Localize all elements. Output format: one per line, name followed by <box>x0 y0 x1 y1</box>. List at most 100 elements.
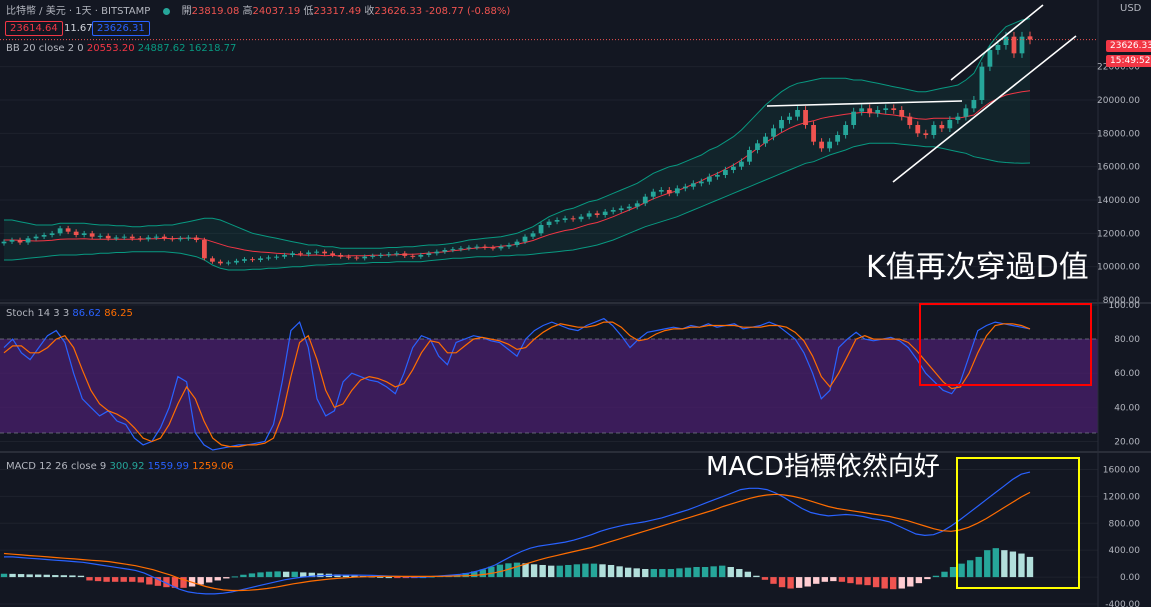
macd-histogram-bar[interactable] <box>274 571 281 578</box>
candle[interactable] <box>370 255 376 257</box>
macd-histogram-bar[interactable] <box>505 563 512 578</box>
candle[interactable] <box>193 237 199 241</box>
ask-price-button[interactable]: 23626.31 <box>92 21 150 36</box>
candle[interactable] <box>715 175 720 177</box>
candle[interactable] <box>1003 36 1009 45</box>
candle[interactable] <box>739 161 744 167</box>
macd-histogram-bar[interactable] <box>69 575 76 578</box>
macd-histogram-bar[interactable] <box>727 567 734 578</box>
macd-histogram-bar[interactable] <box>633 568 640 578</box>
macd-histogram-bar[interactable] <box>163 577 170 588</box>
candle[interactable] <box>731 166 736 170</box>
macd-histogram-bar[interactable] <box>137 577 144 583</box>
candle[interactable] <box>578 216 584 220</box>
candle[interactable] <box>650 191 656 197</box>
macd-histogram-bar[interactable] <box>308 572 315 578</box>
candle[interactable] <box>602 211 608 215</box>
candle[interactable] <box>995 45 1001 50</box>
candle[interactable] <box>506 245 512 247</box>
macd-histogram-bar[interactable] <box>60 575 68 578</box>
candle[interactable] <box>474 246 480 248</box>
candle[interactable] <box>274 256 279 258</box>
candle[interactable] <box>546 221 552 225</box>
macd-histogram-bar[interactable] <box>838 577 846 582</box>
candle[interactable] <box>538 225 544 234</box>
macd-histogram-bar[interactable] <box>573 564 581 578</box>
macd-histogram-bar[interactable] <box>924 577 931 580</box>
macd-histogram-bar[interactable] <box>565 564 572 578</box>
macd-histogram-bar[interactable] <box>719 565 726 578</box>
macd-histogram-bar[interactable] <box>111 577 119 582</box>
bid-price-button[interactable]: 23614.64 <box>5 21 63 36</box>
candle[interactable] <box>234 260 239 263</box>
macd-histogram-bar[interactable] <box>197 577 204 585</box>
candle[interactable] <box>723 170 728 175</box>
macd-pane[interactable] <box>0 471 1034 595</box>
candle[interactable] <box>835 135 841 142</box>
macd-histogram-bar[interactable] <box>17 574 25 578</box>
candle[interactable] <box>867 108 873 114</box>
macd-histogram-bar[interactable] <box>1009 551 1017 578</box>
macd-histogram-bar[interactable] <box>778 577 786 588</box>
macd-histogram-bar[interactable] <box>736 569 743 578</box>
macd-histogram-bar[interactable] <box>872 577 880 588</box>
macd-histogram-bar[interactable] <box>915 577 923 584</box>
candle[interactable] <box>851 111 857 125</box>
macd-histogram-bar[interactable] <box>710 566 717 578</box>
candle[interactable] <box>458 248 464 250</box>
candle[interactable] <box>378 255 384 256</box>
macd-histogram-bar[interactable] <box>830 577 837 582</box>
macd-histogram-bar[interactable] <box>146 577 153 585</box>
candle[interactable] <box>202 240 207 259</box>
candle[interactable] <box>706 176 712 182</box>
macd-histogram-bar[interactable] <box>52 575 59 578</box>
macd-histogram-bar[interactable] <box>120 577 127 582</box>
candle[interactable] <box>931 125 937 135</box>
candle[interactable] <box>891 108 897 110</box>
candle[interactable] <box>9 240 15 242</box>
candle[interactable] <box>314 251 319 253</box>
candle[interactable] <box>899 110 905 117</box>
candle[interactable] <box>129 236 135 239</box>
candle[interactable] <box>1011 36 1017 54</box>
macd-histogram-bar[interactable] <box>770 577 777 584</box>
macd-histogram-bar[interactable] <box>35 574 42 578</box>
candle[interactable] <box>594 213 600 215</box>
candle[interactable] <box>562 218 568 220</box>
candle[interactable] <box>25 238 31 243</box>
macd-histogram-bar[interactable] <box>787 577 794 589</box>
candle[interactable] <box>145 237 151 240</box>
macd-histogram-bar[interactable] <box>129 577 136 582</box>
candle[interactable] <box>242 259 247 261</box>
macd-histogram-bar[interactable] <box>890 577 897 590</box>
macd-histogram-bar[interactable] <box>607 564 615 578</box>
macd-histogram-bar[interactable] <box>684 567 692 578</box>
macd-histogram-bar[interactable] <box>693 567 700 578</box>
macd-histogram-bar[interactable] <box>590 563 598 578</box>
candle[interactable] <box>795 110 800 117</box>
macd-histogram-bar[interactable] <box>265 571 273 578</box>
macd-histogram-bar[interactable] <box>351 575 358 578</box>
candle[interactable] <box>907 116 913 125</box>
candle[interactable] <box>33 236 39 239</box>
candle[interactable] <box>298 253 303 255</box>
stoch-legend[interactable]: Stoch 14 3 3 86.62 86.25 <box>6 308 133 319</box>
candle[interactable] <box>394 253 400 255</box>
macd-histogram-bar[interactable] <box>402 577 410 579</box>
macd-histogram-bar[interactable] <box>659 569 666 578</box>
candle[interactable] <box>73 231 79 235</box>
candle[interactable] <box>1 241 7 244</box>
macd-histogram-bar[interactable] <box>881 577 888 589</box>
candle[interactable] <box>682 186 688 189</box>
macd-histogram-bar[interactable] <box>530 564 538 578</box>
macd-histogram-bar[interactable] <box>624 567 632 578</box>
macd-histogram-bar[interactable] <box>462 573 469 578</box>
candle[interactable] <box>626 206 632 209</box>
candle[interactable] <box>49 233 55 235</box>
macd-histogram-bar[interactable] <box>1026 556 1034 578</box>
macd-histogram-bar[interactable] <box>949 567 957 578</box>
candle[interactable] <box>803 110 808 125</box>
macd-histogram-bar[interactable] <box>94 577 102 582</box>
macd-histogram-bar[interactable] <box>43 574 50 578</box>
resistance-trendline[interactable] <box>766 100 963 107</box>
